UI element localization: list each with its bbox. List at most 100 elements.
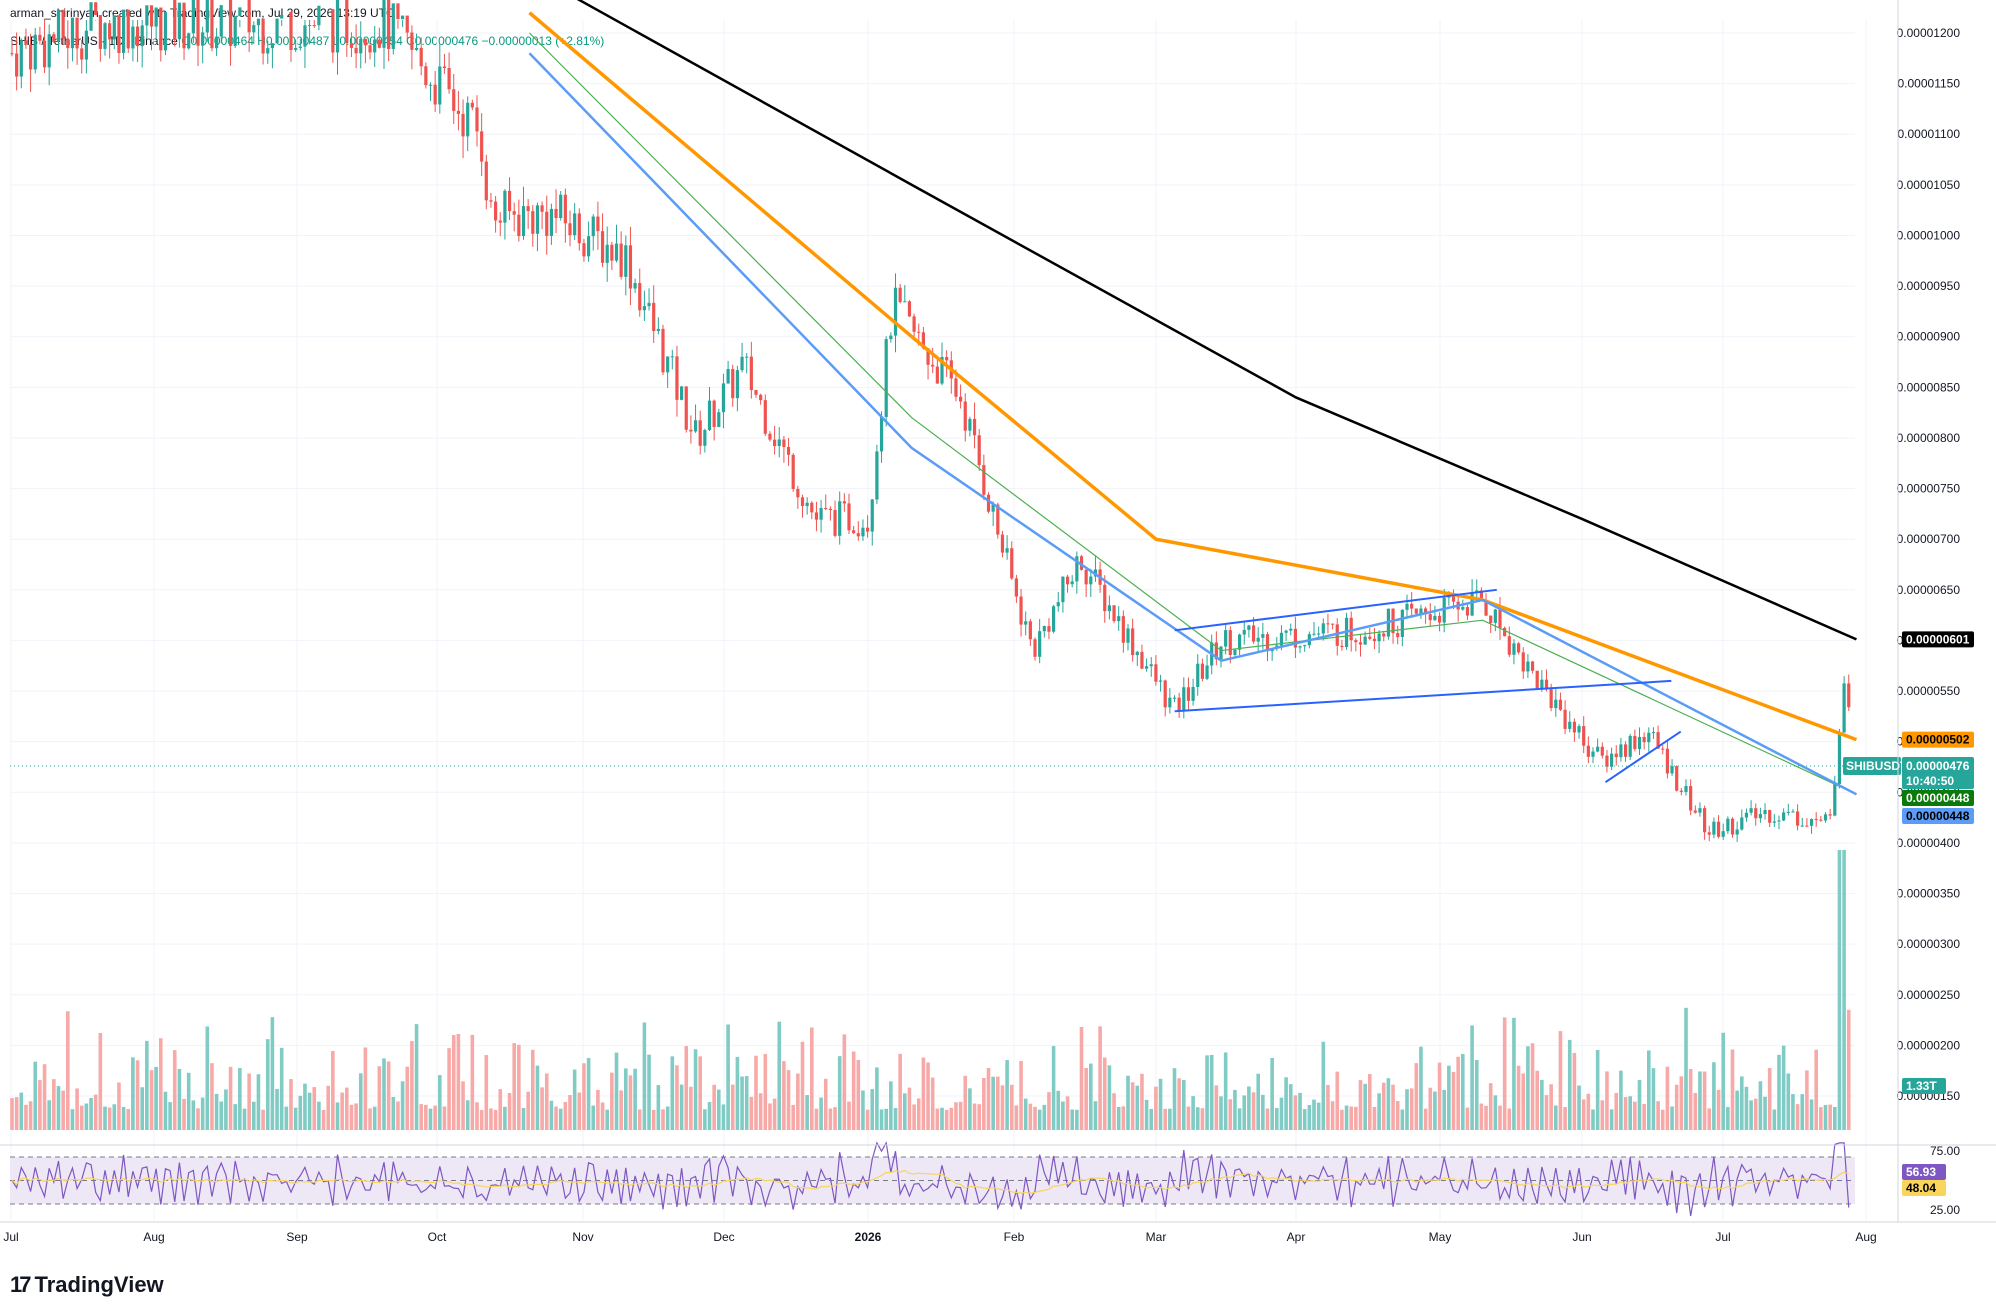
candle-body (1358, 642, 1363, 645)
volume-bar (1172, 1068, 1177, 1130)
trendline[interactable] (1174, 679, 1672, 713)
brand-footer[interactable]: 17 TradingView (10, 1272, 164, 1298)
volume-bar (1767, 1068, 1772, 1130)
candle-body (1772, 821, 1776, 823)
volume-bar (665, 1106, 670, 1130)
candle-body (484, 161, 488, 201)
volume-bar (428, 1108, 433, 1130)
volume-bar (1846, 1009, 1851, 1130)
candle-body (945, 357, 949, 361)
volume-bar (47, 1100, 51, 1130)
volume-bar (1679, 1076, 1684, 1130)
candle-body (1135, 651, 1139, 656)
trendline[interactable] (1174, 588, 1497, 632)
time-axis-label: Nov (572, 1230, 593, 1244)
candle-body (1303, 645, 1307, 647)
volume-bar (1498, 1105, 1502, 1130)
volume-bar (1140, 1073, 1144, 1130)
candle-body (1410, 603, 1414, 609)
candle-body (917, 331, 921, 333)
volume-bar (1130, 1082, 1135, 1130)
candle-body (810, 502, 814, 513)
volume-bar (368, 1108, 372, 1130)
volume-bar (163, 1091, 168, 1130)
candle-body (614, 243, 619, 261)
volume-bar (1758, 1081, 1763, 1130)
ma-fast-price-tag: 0.00000448 (1906, 791, 1970, 805)
volume-bar (726, 1024, 730, 1130)
candle-body (587, 236, 591, 257)
volume-bar (1265, 1108, 1270, 1130)
candle-body (526, 206, 530, 212)
candle-body (1382, 633, 1386, 637)
volume-bar (1530, 1043, 1535, 1130)
volume-bar (1195, 1107, 1200, 1130)
candle-body (680, 386, 684, 400)
volume-bar (200, 1097, 205, 1130)
candle-body (117, 15, 121, 53)
candle-body (1200, 663, 1204, 679)
candle-body (1177, 697, 1181, 711)
candle-body (1461, 607, 1465, 610)
candle-body (596, 216, 600, 232)
volume-bar (461, 1081, 465, 1130)
rsi-ma-value-tag-bg (1902, 1180, 1946, 1196)
volume-bar (893, 1107, 898, 1130)
volume-bar (1521, 1073, 1526, 1130)
ma-long-price-tag: 0.00000601 (1906, 632, 1970, 646)
candle-body (1675, 766, 1679, 791)
ma-slow-price-tag: 0.00000502 (1906, 733, 1970, 747)
volume-bar (126, 1109, 131, 1130)
candle-body (424, 66, 428, 86)
volume-bar (656, 1085, 661, 1130)
candle-body (1340, 645, 1344, 648)
volume-bar (1293, 1095, 1298, 1130)
candle-body (1707, 832, 1711, 835)
volume-bar (991, 1076, 995, 1130)
candle-body (1038, 631, 1042, 657)
candle-body (1349, 617, 1353, 641)
candle-body (666, 356, 670, 373)
volume-bar (782, 1061, 786, 1130)
volume-bar (70, 1109, 75, 1130)
volume-bar (837, 1056, 842, 1130)
candle-body (1786, 811, 1790, 813)
volume-bar (572, 1069, 577, 1130)
volume-bar (1237, 1108, 1242, 1130)
candle-body (786, 446, 791, 455)
time-axis-label: Jul (1715, 1230, 1730, 1244)
symbol-title[interactable]: SHIB / TetherUS · 1D · Binance (10, 34, 178, 48)
volume-bar (689, 1086, 693, 1130)
volume-bar (61, 1090, 65, 1130)
volume-bar (107, 1107, 112, 1130)
volume-bar (1712, 1062, 1716, 1130)
volume-bar (954, 1102, 958, 1130)
candle-body (1628, 735, 1632, 757)
volume-bar (712, 1084, 716, 1130)
candle-body (842, 501, 846, 504)
volume-bar (410, 1041, 414, 1130)
volume-bar (1842, 850, 1846, 1130)
candle-body (289, 11, 293, 51)
volume-bar (56, 1086, 61, 1130)
candle-body (382, 0, 386, 48)
volume-bar (182, 1098, 186, 1130)
volume-bar (703, 1109, 707, 1130)
trendline[interactable] (1604, 730, 1682, 783)
volume-bar (1614, 1092, 1619, 1130)
candle-body (1591, 751, 1595, 757)
candle-body (1298, 646, 1302, 648)
candle-body (912, 316, 916, 332)
volume-bar (1419, 1046, 1423, 1130)
time-axis-label: Feb (1004, 1230, 1025, 1244)
volume-bar (112, 1104, 117, 1130)
volume-bar (1484, 1105, 1488, 1130)
volume-bar (944, 1109, 949, 1130)
candle-body (1284, 630, 1288, 633)
ma-long-line (576, 0, 1857, 641)
volume-bar (205, 1026, 210, 1130)
volume-bar (512, 1043, 516, 1130)
candle-body (907, 301, 912, 317)
time-axis-label: Dec (713, 1230, 734, 1244)
